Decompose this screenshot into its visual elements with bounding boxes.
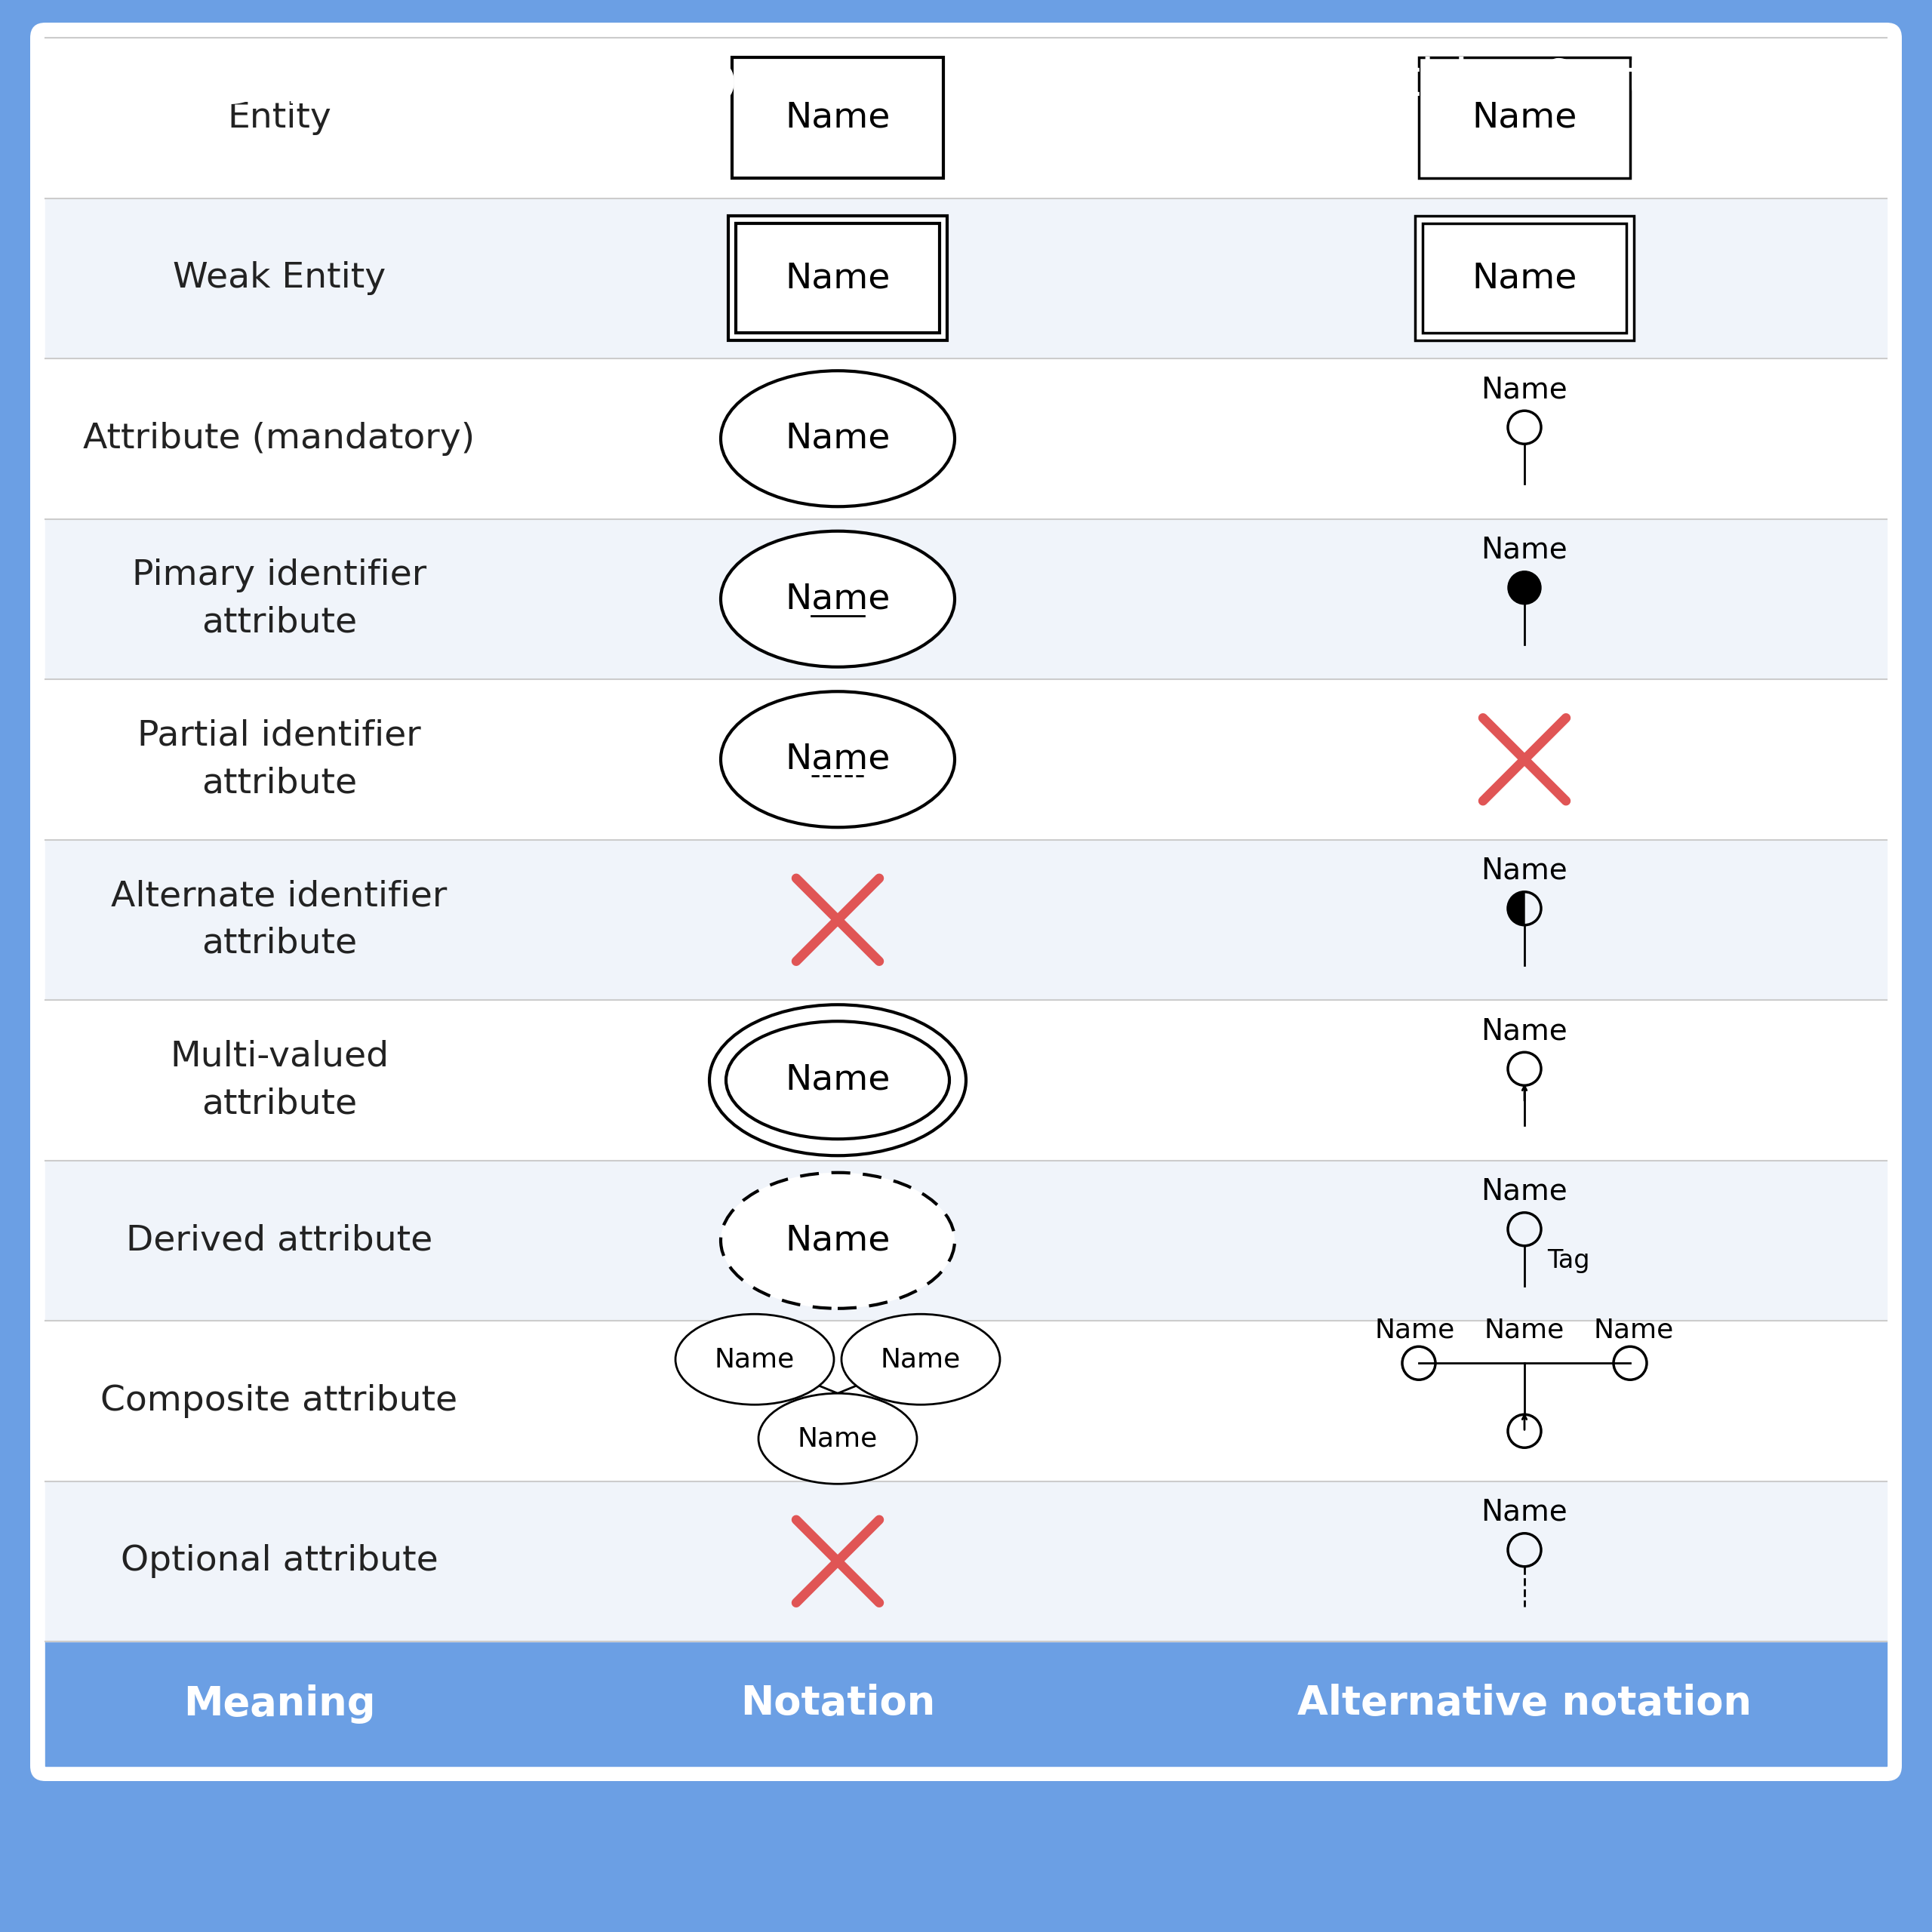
Text: Name: Name (1484, 1318, 1565, 1343)
Bar (736, 224, 939, 332)
Bar (728, 216, 947, 340)
Bar (1414, 216, 1634, 340)
Ellipse shape (721, 1173, 954, 1308)
Ellipse shape (721, 371, 954, 506)
Text: Name: Name (784, 742, 891, 777)
Text: Name: Name (1376, 1318, 1455, 1343)
Ellipse shape (709, 1005, 966, 1155)
Bar (44, 1321, 1888, 1482)
Bar (44, 1482, 1888, 1642)
Bar (44, 1642, 1888, 1766)
Text: Name: Name (784, 582, 891, 616)
Ellipse shape (759, 1393, 918, 1484)
Text: Name: Name (1482, 856, 1567, 885)
Text: Alternative notation: Alternative notation (1296, 1685, 1752, 1723)
Text: Optional attribute: Optional attribute (120, 1544, 439, 1578)
Text: Meaning: Meaning (184, 1685, 375, 1723)
Bar (44, 840, 1888, 1001)
Text: Name: Name (1482, 1177, 1567, 1206)
Text: Multi-valued
attribute: Multi-valued attribute (170, 1039, 388, 1121)
Bar (44, 359, 1888, 520)
Bar (1422, 224, 1627, 332)
Bar (44, 680, 1888, 840)
Polygon shape (1507, 893, 1524, 925)
Bar (732, 58, 943, 178)
Text: Name: Name (784, 100, 891, 135)
Bar (44, 1001, 1888, 1161)
Text: Name: Name (1594, 1318, 1673, 1343)
Ellipse shape (726, 1022, 949, 1140)
Bar (44, 520, 1888, 680)
Text: Weak Entity: Weak Entity (172, 261, 386, 296)
Text: Name: Name (1472, 100, 1577, 135)
Text: Name: Name (1482, 535, 1567, 564)
Circle shape (1507, 572, 1542, 605)
Bar (44, 1161, 1888, 1321)
Text: Pimary identifier
attribute: Pimary identifier attribute (131, 558, 427, 639)
Text: Name: Name (1482, 1016, 1567, 1045)
Text: Name: Name (1482, 1497, 1567, 1526)
Text: Derived attribute: Derived attribute (126, 1223, 433, 1258)
Text: Partial identifier
attribute: Partial identifier attribute (137, 719, 421, 800)
Bar (44, 39, 1888, 199)
Text: Name: Name (1472, 261, 1577, 296)
Text: Name: Name (881, 1347, 960, 1372)
Text: Name: Name (784, 261, 891, 296)
Ellipse shape (721, 531, 954, 667)
Text: Name: Name (784, 421, 891, 456)
Text: Entity: Entity (228, 100, 330, 135)
Bar (44, 199, 1888, 359)
Text: Tag: Tag (1548, 1248, 1590, 1273)
Text: Alternate identifier
attribute: Alternate identifier attribute (112, 879, 448, 960)
Bar (1418, 58, 1631, 178)
FancyBboxPatch shape (31, 23, 1901, 1781)
Text: Name: Name (715, 1347, 794, 1372)
Text: Composite attribute: Composite attribute (100, 1383, 458, 1418)
Ellipse shape (676, 1314, 835, 1405)
Text: Name: Name (1482, 375, 1567, 404)
Text: Notation: Notation (740, 1685, 935, 1723)
Text: Chen’s Notation: Chen’s Notation (91, 43, 792, 120)
Text: Entities & attributes: Entities & attributes (1337, 56, 1841, 106)
Text: Name: Name (784, 1063, 891, 1097)
Ellipse shape (721, 692, 954, 827)
Text: Name: Name (784, 1223, 891, 1258)
Ellipse shape (842, 1314, 1001, 1405)
Text: Attribute (mandatory): Attribute (mandatory) (83, 421, 475, 456)
Text: Name: Name (798, 1426, 877, 1451)
